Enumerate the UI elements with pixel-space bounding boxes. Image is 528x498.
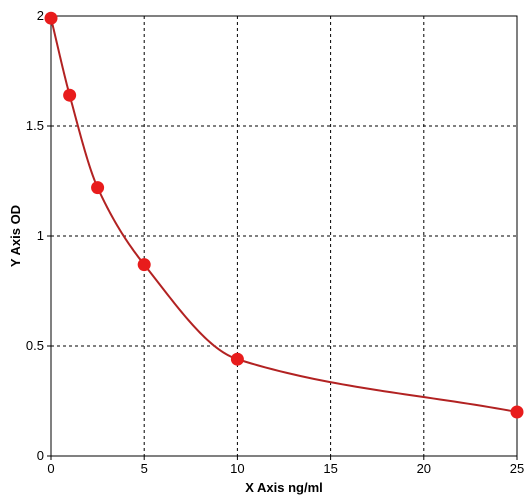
x-tick-label: 10 [230, 461, 244, 476]
fit-curve [50, 17, 518, 413]
axis-ticks: 0 5 10 15 20 25 0 0.5 1 1.5 2 [26, 8, 524, 476]
x-tick-label: 25 [510, 461, 524, 476]
x-tick-label: 15 [323, 461, 337, 476]
y-tick-label: 1.5 [26, 118, 44, 133]
fit-curve-line [50, 17, 518, 413]
x-tick-label: 5 [141, 461, 148, 476]
y-tick-label: 1 [37, 228, 44, 243]
y-axis-title: Y Axis OD [8, 205, 23, 267]
y-tick-label: 0.5 [26, 338, 44, 353]
x-tick-label: 20 [417, 461, 431, 476]
data-point [63, 88, 77, 102]
data-points [44, 11, 524, 419]
data-point [44, 11, 58, 25]
y-tick-label: 2 [37, 8, 44, 23]
data-point [230, 352, 244, 366]
data-point [510, 405, 524, 419]
data-point [91, 181, 105, 195]
data-point [137, 258, 151, 272]
x-axis-title: X Axis ng/ml [245, 480, 323, 495]
x-tick-label: 0 [47, 461, 54, 476]
y-tick-label: 0 [37, 448, 44, 463]
grid-lines [51, 16, 517, 456]
